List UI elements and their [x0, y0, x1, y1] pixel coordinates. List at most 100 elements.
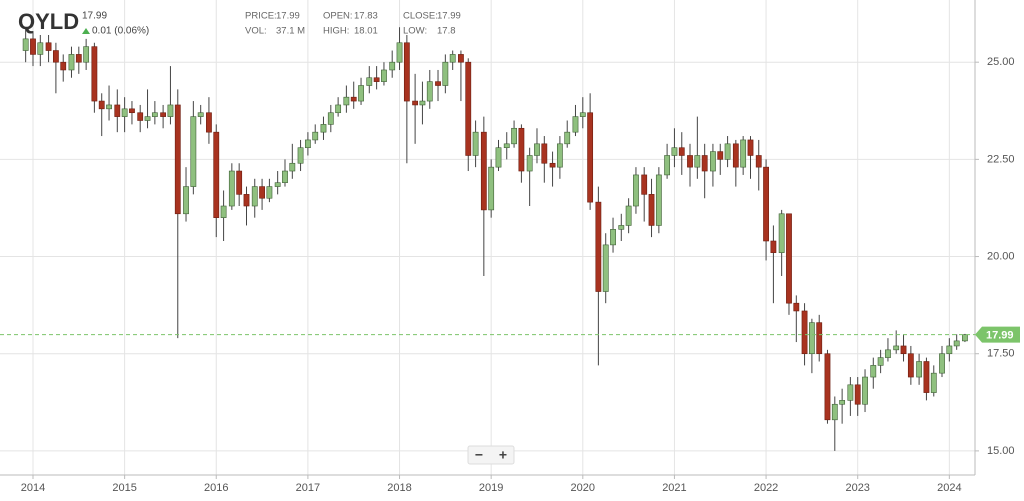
candle-body	[831, 403, 838, 421]
candle-body	[228, 170, 235, 207]
candle-body	[206, 112, 212, 133]
candle-body	[60, 61, 67, 71]
candle-body	[495, 147, 502, 168]
candle-body	[747, 139, 754, 156]
zoom-box	[467, 445, 515, 465]
candle-body	[350, 96, 357, 102]
candle-body	[114, 104, 121, 117]
candle-body	[449, 54, 456, 63]
candle-body	[770, 240, 777, 253]
candle-body	[687, 155, 693, 168]
candle-body	[297, 147, 304, 164]
candle-body	[83, 46, 90, 63]
x-tick-label: 2015	[112, 482, 136, 494]
x-tick-label: 2024	[937, 482, 961, 494]
candle-body	[75, 54, 82, 63]
x-tick-label: 2017	[296, 482, 320, 494]
candle-body	[312, 131, 319, 141]
candle-body	[923, 361, 930, 393]
candle-body	[45, 42, 52, 51]
candle-body	[885, 349, 891, 358]
candle-body	[717, 151, 724, 160]
candle-body	[641, 174, 648, 195]
candle-body	[633, 174, 639, 207]
candle-body	[259, 186, 265, 199]
stat-value: 17.99	[437, 11, 461, 22]
symbol: QYLD	[18, 9, 79, 34]
candle-body	[824, 353, 831, 421]
stat-label: HIGH:	[323, 26, 349, 37]
candle-body	[953, 340, 960, 347]
candle-body	[282, 170, 288, 183]
candle-body	[137, 112, 144, 121]
candles	[22, 27, 968, 451]
candle-body	[480, 131, 487, 211]
candle-body	[701, 155, 708, 172]
candle-body	[534, 143, 540, 156]
candle-body	[694, 155, 701, 168]
candle-body	[190, 116, 197, 187]
candle-body	[419, 100, 426, 106]
candle-body	[900, 345, 907, 355]
candle-body	[396, 42, 403, 63]
zoom-controls: − +	[467, 445, 515, 465]
candle-body	[52, 50, 59, 63]
candle-body	[511, 127, 517, 145]
axes: 15.00 17.50 20.00 22.50 25.00 2014 2015 2016 201…	[0, 56, 1020, 494]
candle-body	[458, 54, 464, 63]
candle-body	[213, 131, 220, 218]
candle-body	[572, 116, 579, 133]
candle-body	[839, 400, 846, 405]
stat-value: 17.99	[276, 11, 300, 22]
candle-body	[648, 194, 655, 226]
candle-body	[778, 213, 785, 253]
candle-body	[549, 162, 556, 168]
candle-body	[343, 96, 350, 106]
candle-body	[870, 365, 877, 378]
candle-body	[37, 42, 44, 55]
candle-body	[465, 61, 472, 156]
candle-body	[755, 155, 762, 168]
stat-value: 37.1 M	[276, 26, 305, 37]
candle-body	[579, 112, 586, 117]
candle-body	[962, 334, 968, 342]
candle-body	[847, 384, 854, 401]
y-tick-label: 25.00	[987, 56, 1015, 68]
candle-body	[327, 112, 334, 125]
zoom-button[interactable]: −	[475, 447, 483, 463]
candle-body	[801, 310, 808, 355]
candle-body	[121, 108, 128, 117]
candle-body	[595, 201, 602, 292]
candle-body	[678, 147, 685, 156]
x-tick-label: 2016	[204, 482, 228, 494]
candle-body	[526, 155, 533, 172]
candle-body	[151, 112, 158, 117]
candle-body	[373, 77, 380, 82]
x-tick-label: 2020	[571, 482, 595, 494]
candle-body	[98, 100, 105, 110]
candle-body	[488, 166, 495, 211]
candle-body	[251, 186, 258, 207]
stat-label: CLOSE:	[403, 11, 438, 22]
y-tick-label: 15.00	[987, 445, 1015, 457]
candle-body	[724, 143, 731, 160]
candle-body	[518, 127, 525, 172]
candle-body	[930, 372, 937, 393]
last-price-label: 17.99	[986, 330, 1014, 342]
change: 0.01 (0.06%)	[92, 26, 149, 37]
candle-body	[320, 124, 327, 133]
zoom-button[interactable]: +	[499, 447, 507, 463]
candle-body	[381, 69, 387, 82]
candle-body	[664, 155, 671, 176]
candle-body	[412, 100, 419, 106]
candle-body	[503, 143, 510, 149]
candle-body	[435, 81, 441, 86]
x-tick-label: 2021	[662, 482, 686, 494]
candle-body	[710, 151, 716, 172]
candle-body	[564, 131, 571, 145]
candle-body	[655, 174, 662, 226]
candle-body	[793, 302, 800, 312]
